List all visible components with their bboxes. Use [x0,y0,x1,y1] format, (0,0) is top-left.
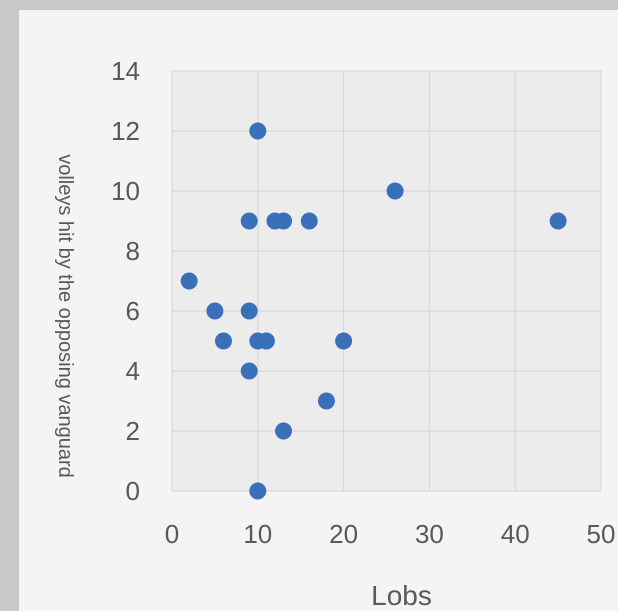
data-point [240,362,258,380]
data-point [549,212,567,230]
plot-area [172,71,601,491]
data-point [240,302,258,320]
y-tick-label: 6 [126,296,140,326]
y-tick-label: 0 [126,476,140,506]
y-tick-label: 2 [126,416,140,446]
y-axis-title: volleys hit by the opposing vanguard [54,154,76,478]
y-tick-label: 8 [126,236,140,266]
data-points [180,122,567,500]
x-tick-label: 40 [501,519,530,549]
y-tick-label: 10 [111,176,140,206]
data-point [386,182,404,200]
data-point [275,212,293,230]
window-top-strip [0,0,618,10]
data-point [214,332,232,350]
data-point [240,212,258,230]
data-point [206,302,224,320]
y-axis-ticks: 0 2 4 6 8 10 12 14 [111,56,140,506]
data-point [275,422,293,440]
x-tick-label: 50 [587,519,616,549]
x-tick-label: 20 [329,519,358,549]
window-left-strip: b i of g [0,10,19,611]
data-point [249,482,267,500]
x-tick-label: 30 [415,519,444,549]
data-point [249,122,267,140]
vertical-gridlines [171,71,602,491]
x-tick-label: 0 [165,519,179,549]
data-point [257,332,275,350]
x-axis-title: Lobs [371,580,432,611]
x-tick-label: 10 [243,519,272,549]
data-point [180,272,198,290]
data-point [300,212,318,230]
x-axis-ticks: 0 10 20 30 40 50 [165,519,616,549]
y-tick-label: 4 [126,356,140,386]
y-tick-label: 14 [111,56,140,86]
data-point [317,392,335,410]
data-point [335,332,353,350]
y-tick-label: 12 [111,116,140,146]
